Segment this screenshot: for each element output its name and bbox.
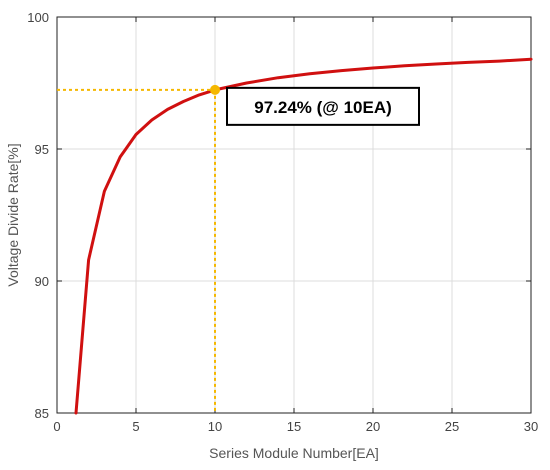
grid xyxy=(57,17,531,413)
annotation-box xyxy=(226,86,420,126)
axis-ticks: 0 5 10 15 20 25 30 85 90 95 100 xyxy=(27,10,538,434)
y-tick-label: 100 xyxy=(27,10,49,25)
y-tick-label: 85 xyxy=(35,406,49,421)
x-tick-label: 15 xyxy=(287,419,301,434)
x-tick-label: 0 xyxy=(53,419,60,434)
x-tick-label: 25 xyxy=(445,419,459,434)
x-tick-label: 10 xyxy=(208,419,222,434)
x-tick-label: 20 xyxy=(366,419,380,434)
y-tick-label: 95 xyxy=(35,142,49,157)
highlight-marker xyxy=(210,84,220,95)
y-tick-label: 90 xyxy=(35,274,49,289)
series-layer xyxy=(74,57,533,415)
x-tick-label: 5 xyxy=(132,419,139,434)
annotation-label: 97.24% (@ 10EA) xyxy=(254,98,392,117)
highlight-layer: 97.24% (@ 10EA) xyxy=(57,84,420,413)
series-line xyxy=(74,57,533,415)
x-axis-title: Series Module Number[EA] xyxy=(209,445,379,461)
x-tick-label: 30 xyxy=(524,419,538,434)
y-axis-title: Voltage Divide Rate[%] xyxy=(5,143,21,286)
